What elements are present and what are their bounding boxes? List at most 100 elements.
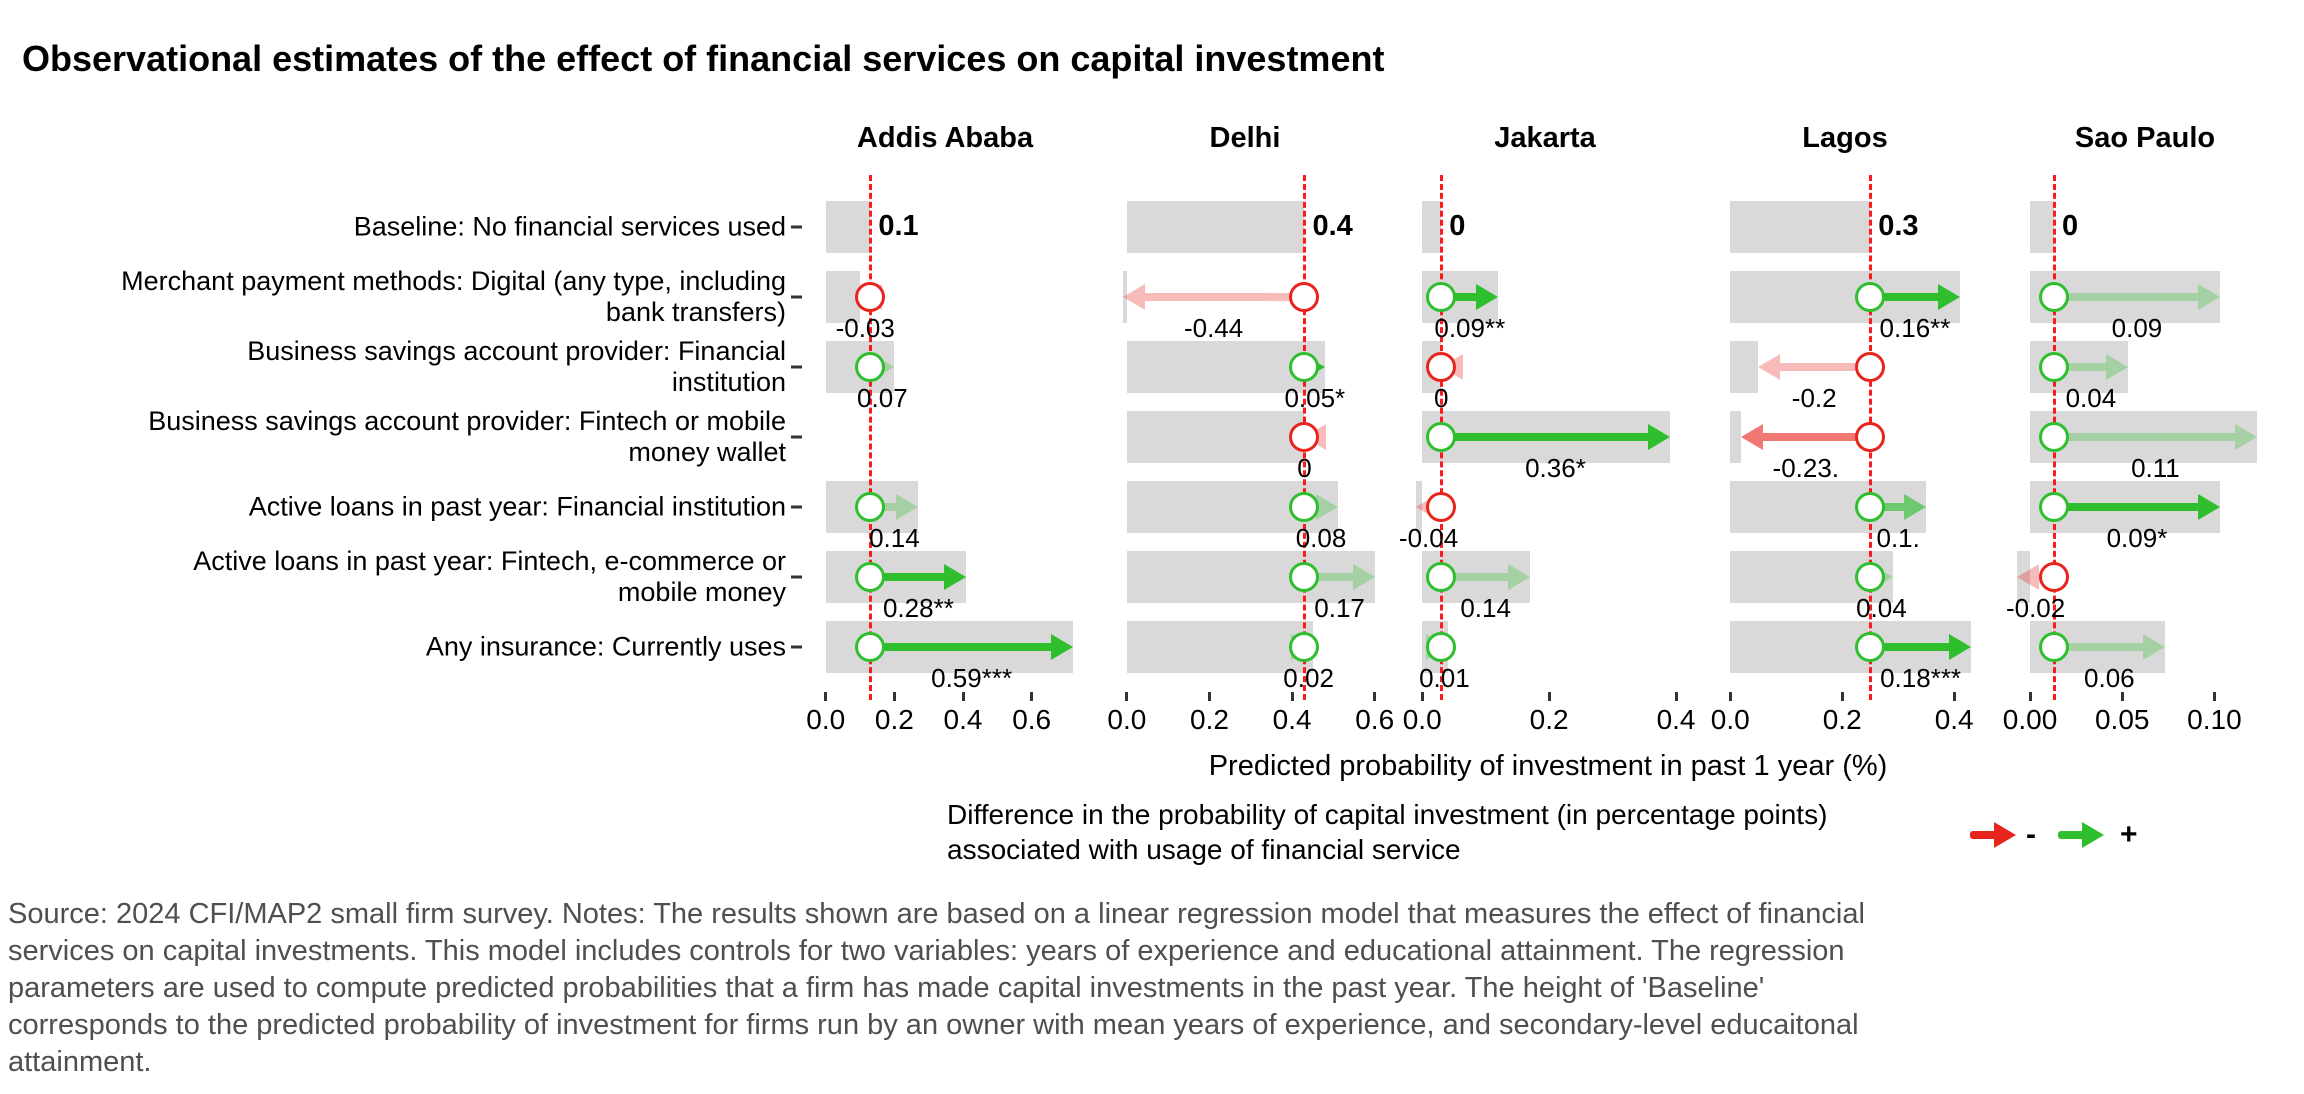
x-axis-tick [1952, 692, 1956, 701]
baseline-value-label: 0.3 [1878, 210, 1919, 242]
arrow-head [2234, 424, 2257, 450]
x-axis-tick-label: 0.4 [1934, 704, 1974, 735]
marker-circle [2038, 421, 2069, 452]
probability-bar [825, 201, 871, 253]
arrow-head [1122, 284, 1145, 310]
x-axis-tick-label: 0.4 [1656, 704, 1696, 735]
baseline-value-label: 0.4 [1312, 210, 1353, 242]
page-title: Observational estimates of the effect of… [22, 38, 1385, 80]
arrow-head [944, 564, 967, 590]
arrow-shaft [1772, 363, 1871, 371]
x-axis-tick [1420, 692, 1424, 701]
arrow-shaft [1137, 293, 1305, 301]
legend-negative-symbol: - [2026, 818, 2036, 851]
arrow-shaft [1870, 643, 1957, 651]
marker-circle [1288, 421, 1319, 452]
value-label: 0 [1434, 383, 1449, 413]
probability-bar [1730, 201, 1871, 253]
arrow-head [2105, 354, 2128, 380]
marker-circle [1854, 281, 1885, 312]
value-label: 0 [1297, 453, 1312, 483]
value-label: -0.03 [835, 313, 895, 343]
value-label: 0.14 [869, 523, 920, 553]
marker-circle [854, 491, 885, 522]
arrow-shaft [2054, 643, 2151, 651]
x-axis-tick-label: 0.2 [1190, 704, 1229, 735]
x-axis-tick [2028, 692, 2032, 701]
arrow-head [2197, 494, 2220, 520]
y-axis-tick [791, 505, 802, 509]
source-note: Source: 2024 CFI/MAP2 small firm survey.… [8, 898, 1865, 1078]
y-axis-tick [791, 435, 802, 439]
x-axis-tick [1290, 692, 1294, 701]
probability-bar [1126, 201, 1305, 253]
marker-circle [1425, 351, 1456, 382]
row-label: Business savings account provider: Finan… [247, 336, 786, 397]
value-label: 0.09 [2111, 313, 2163, 343]
arrow-shaft [2054, 433, 2243, 441]
x-axis-tick [1030, 692, 1034, 701]
arrow-shaft [1870, 293, 1946, 301]
facet-title: Delhi [1209, 122, 1281, 154]
baseline-value-label: 0 [2062, 210, 2079, 242]
arrow-head [2142, 634, 2165, 660]
y-axis-tick [791, 575, 802, 579]
arrow-head [1508, 564, 1531, 590]
arrow-head [1937, 284, 1960, 310]
marker-circle [1854, 421, 1885, 452]
probability-bar [1730, 411, 1742, 463]
arrow-shaft [1304, 573, 1361, 581]
legend-caption: Difference in the probability of capital… [947, 799, 1828, 865]
positive-arrow-icon [2056, 822, 2104, 848]
value-label: 0.16** [1879, 313, 1951, 343]
x-axis-tick-label: 0.00 [2002, 704, 2058, 735]
value-label: 0.06 [2084, 663, 2135, 693]
x-axis-tick [1547, 692, 1551, 701]
y-axis-tick [791, 365, 802, 369]
arrow-shaft [1755, 433, 1871, 441]
arrow-shaft [870, 643, 1059, 651]
facet-title: Sao Paulo [2074, 122, 2216, 154]
arrow-shaft [870, 503, 905, 511]
value-label: 0.59*** [931, 663, 1013, 693]
x-axis-tick [1728, 692, 1732, 701]
probability-bar [1422, 201, 1442, 253]
x-axis-tick-label: 0.0 [1402, 704, 1442, 735]
value-label: -0.2 [1791, 383, 1837, 413]
value-label: 0.05* [1284, 383, 1346, 413]
baseline-line [868, 175, 872, 700]
marker-circle [1288, 561, 1319, 592]
facet-title: Lagos [1802, 122, 1888, 154]
arrow-shaft [2054, 293, 2206, 301]
probability-bar [1415, 481, 1423, 533]
arrow-head [1315, 494, 1338, 520]
y-axis-tick [791, 645, 802, 649]
row-label: Business savings account provider: Finte… [148, 406, 786, 467]
marker-circle [854, 631, 885, 662]
row-label: Baseline: No financial services used [353, 211, 786, 242]
y-axis-tick [791, 225, 802, 229]
facet-title: Addis Ababa [856, 122, 1034, 154]
marker-circle [1288, 491, 1319, 522]
arrow-head [1948, 634, 1971, 660]
probability-bar [1122, 271, 1127, 323]
x-axis-tick-label: 0.4 [1272, 704, 1312, 735]
arrow-head [2017, 564, 2040, 590]
probability-bar [1126, 621, 1313, 673]
facet-title: Jakarta [1494, 122, 1596, 154]
x-axis-tick-label: 0.05 [2094, 704, 2150, 735]
value-label: 0.18*** [1880, 663, 1962, 693]
value-label: 0.11 [2131, 453, 2180, 483]
arrow-shaft [2054, 363, 2114, 371]
x-axis-tick-label: 0.4 [943, 704, 983, 735]
x-axis-tick-label: 0.2 [874, 704, 914, 735]
probability-bar [1126, 551, 1375, 603]
x-axis-tick [1207, 692, 1211, 701]
value-label: 0.14 [1460, 593, 1511, 623]
x-axis-tick [1373, 692, 1377, 701]
marker-circle [1288, 281, 1319, 312]
value-label: 0.02 [1283, 663, 1334, 693]
marker-circle [1425, 561, 1456, 592]
probability-bar [1730, 341, 1759, 393]
x-axis-tick-label: 0.0 [1710, 704, 1750, 735]
